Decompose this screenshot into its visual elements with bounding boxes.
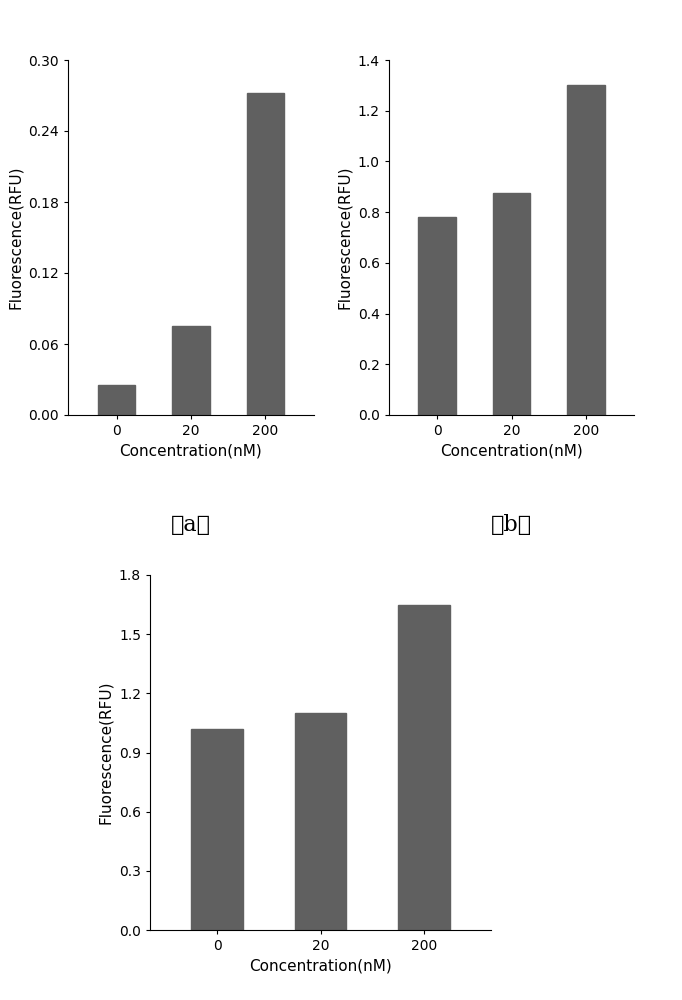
Bar — [247, 93, 284, 415]
Bar — [567, 85, 604, 415]
Bar — [295, 713, 346, 930]
Bar — [419, 217, 456, 415]
Bar — [493, 193, 530, 415]
Bar — [98, 385, 135, 415]
Y-axis label: Fluorescence(RFU): Fluorescence(RFU) — [8, 166, 23, 309]
X-axis label: Concentration(nM): Concentration(nM) — [119, 444, 263, 459]
Text: （a）: （a） — [171, 514, 211, 536]
Y-axis label: Fluorescence(RFU): Fluorescence(RFU) — [98, 681, 113, 824]
Bar — [192, 729, 243, 930]
Bar — [398, 605, 449, 930]
X-axis label: Concentration(nM): Concentration(nM) — [249, 959, 392, 974]
Y-axis label: Fluorescence(RFU): Fluorescence(RFU) — [337, 166, 352, 309]
Bar — [173, 326, 209, 415]
Text: （b）: （b） — [491, 514, 532, 536]
X-axis label: Concentration(nM): Concentration(nM) — [440, 444, 583, 459]
